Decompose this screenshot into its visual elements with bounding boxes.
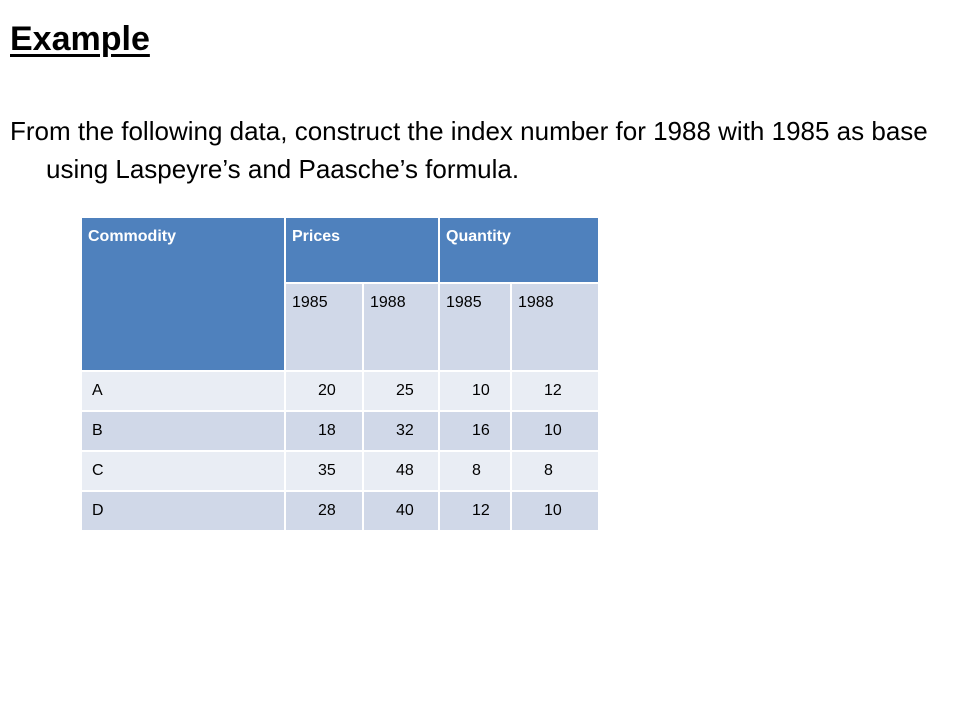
price-1985-cell: 18: [284, 410, 364, 452]
table-row: B 18 32 16 10: [80, 410, 600, 452]
year-price-1988: 1988: [362, 282, 440, 372]
table-row: A 20 25 10 12: [80, 370, 600, 412]
table-row: C 35 48 8 8: [80, 450, 600, 492]
year-price-1985: 1985: [284, 282, 364, 372]
slide-title: Example: [10, 20, 150, 58]
commodity-cell: B: [80, 410, 286, 452]
year-quantity-1985: 1985: [438, 282, 512, 372]
quantity-1985-cell: 10: [438, 370, 512, 412]
quantity-1988-cell: 12: [510, 370, 600, 412]
quantity-1985-cell: 8: [438, 450, 512, 492]
commodity-cell: D: [80, 490, 286, 532]
table-year-row: 1985 1988 1985 1988: [81, 282, 600, 372]
price-1988-cell: 32: [362, 410, 440, 452]
price-1988-cell: 40: [362, 490, 440, 532]
data-table: Commodity Prices Quantity 1985 1988 1985…: [80, 216, 600, 532]
quantity-1988-cell: 10: [510, 410, 600, 452]
quantity-1988-cell: 10: [510, 490, 600, 532]
quantity-1988-cell: 8: [510, 450, 600, 492]
commodity-cell: C: [80, 450, 286, 492]
header-quantity: Quantity: [438, 216, 600, 284]
problem-statement: From the following data, construct the i…: [10, 116, 928, 184]
price-1988-cell: 25: [362, 370, 440, 412]
header-commodity: Commodity: [80, 216, 286, 372]
price-1988-cell: 48: [362, 450, 440, 492]
quantity-1985-cell: 12: [438, 490, 512, 532]
table-row: D 28 40 12 10: [80, 490, 600, 532]
year-quantity-1988: 1988: [510, 282, 600, 372]
commodity-cell: A: [80, 370, 286, 412]
quantity-1985-cell: 16: [438, 410, 512, 452]
table-header-row: Commodity Prices Quantity: [80, 216, 600, 372]
header-prices: Prices: [284, 216, 440, 284]
price-1985-cell: 35: [284, 450, 364, 492]
price-1985-cell: 20: [284, 370, 364, 412]
price-1985-cell: 28: [284, 490, 364, 532]
